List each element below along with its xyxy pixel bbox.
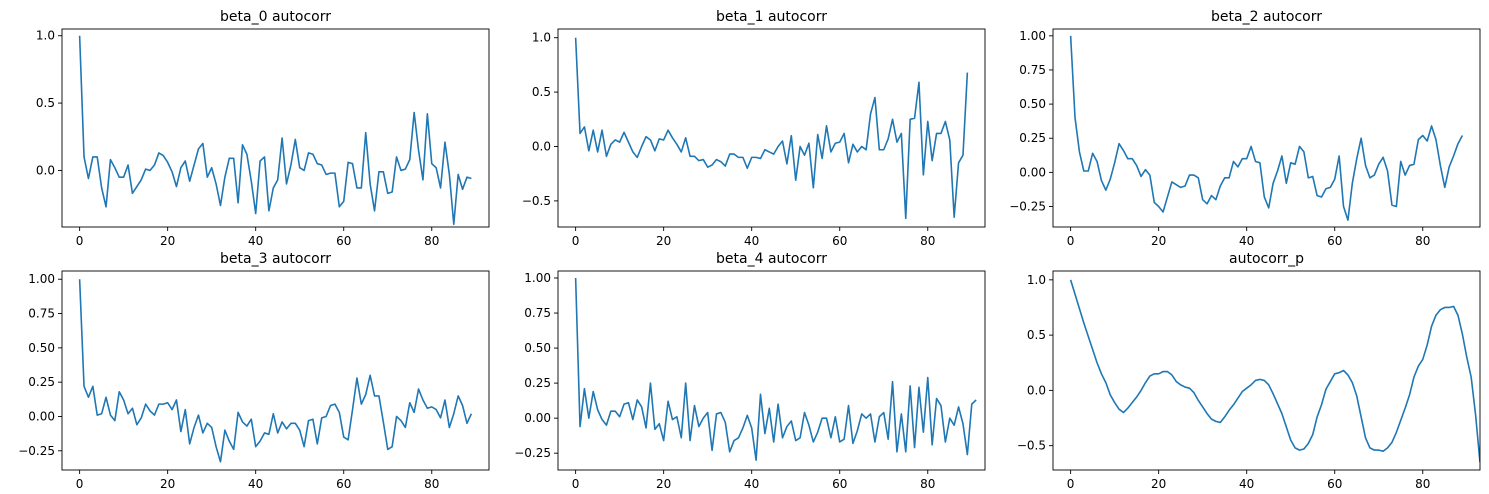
y-tick-label: 0.5 bbox=[36, 96, 55, 110]
x-tick-label: 80 bbox=[424, 234, 439, 248]
x-tick-label: 40 bbox=[1239, 234, 1254, 248]
y-tick-label: 1.0 bbox=[1027, 273, 1046, 287]
x-tick-label: 40 bbox=[248, 234, 263, 248]
x-tick-label: 20 bbox=[160, 234, 175, 248]
axes-frame bbox=[1052, 270, 1481, 471]
y-tick-label: −0.5 bbox=[1017, 439, 1046, 453]
subplot-3: beta_2 autocorr 0 20 40 60 80 −0.25 0.00 0.25 0.5… bbox=[1009, 9, 1481, 248]
subplot-1: beta_0 autocorr 0 20 40 60 80 0.0 0.5 1.0 bbox=[36, 9, 490, 248]
y-tick-label: −0.5 bbox=[522, 194, 551, 208]
y-tick-label: 0.0 bbox=[1027, 383, 1046, 397]
x-tick-label: 20 bbox=[656, 234, 671, 248]
subplot-title: autocorr_p bbox=[1229, 251, 1304, 267]
x-tick-label: 60 bbox=[336, 477, 351, 490]
axes-frame bbox=[1052, 28, 1481, 228]
y-tick-label: 0.75 bbox=[1019, 63, 1046, 77]
x-tick-label: 80 bbox=[1415, 477, 1430, 490]
series-line bbox=[574, 277, 977, 461]
x-tick-label: 0 bbox=[572, 234, 580, 248]
x-tick-label: 80 bbox=[920, 477, 935, 490]
x-tick-label: 40 bbox=[1239, 477, 1254, 490]
subplot-title: beta_1 autocorr bbox=[716, 9, 827, 25]
y-tick-label: 0.5 bbox=[532, 85, 551, 99]
y-tick-label: 0.25 bbox=[524, 376, 551, 390]
y-tick-label: 0.0 bbox=[36, 163, 55, 177]
y-tick-label: 0.25 bbox=[1019, 131, 1046, 145]
axes-frame bbox=[557, 28, 986, 228]
series-line bbox=[78, 279, 473, 463]
x-tick-label: 60 bbox=[832, 234, 847, 248]
x-tick-label: 40 bbox=[248, 477, 263, 490]
y-tick-label: 0.00 bbox=[28, 409, 55, 423]
x-tick-label: 80 bbox=[424, 477, 439, 490]
subplot-title: beta_2 autocorr bbox=[1211, 9, 1322, 25]
y-tick-label: 1.00 bbox=[524, 271, 551, 285]
x-tick-label: 60 bbox=[832, 477, 847, 490]
x-tick-label: 60 bbox=[1327, 234, 1342, 248]
y-tick-label: 0.50 bbox=[1019, 97, 1046, 111]
axes-frame bbox=[61, 28, 490, 228]
subplot-2: beta_1 autocorr 0 20 40 60 80 −0.5 0.0 0.5 1.0 bbox=[522, 9, 986, 248]
y-tick-label: −0.25 bbox=[514, 446, 551, 460]
x-tick-label: 40 bbox=[744, 234, 759, 248]
series-line bbox=[574, 37, 969, 220]
subplot-title: beta_0 autocorr bbox=[220, 9, 331, 25]
y-tick-label: 0.00 bbox=[524, 411, 551, 425]
y-tick-label: 0.0 bbox=[532, 139, 551, 153]
x-tick-label: 0 bbox=[76, 234, 84, 248]
y-tick-label: −0.25 bbox=[18, 444, 55, 458]
x-tick-label: 60 bbox=[336, 234, 351, 248]
y-tick-label: 0.25 bbox=[28, 375, 55, 389]
y-tick-label: −0.25 bbox=[1009, 200, 1046, 214]
x-tick-label: 40 bbox=[744, 477, 759, 490]
x-tick-label: 0 bbox=[1067, 477, 1075, 490]
y-tick-label: 1.00 bbox=[28, 272, 55, 286]
y-tick-label: 0.75 bbox=[524, 306, 551, 320]
subplot-4: beta_3 autocorr 0 20 40 60 80 −0.25 0.00 0.25 0.5… bbox=[18, 251, 490, 491]
x-tick-label: 0 bbox=[76, 477, 84, 490]
x-tick-label: 20 bbox=[160, 477, 175, 490]
y-tick-label: 1.0 bbox=[532, 31, 551, 45]
x-tick-label: 20 bbox=[656, 477, 671, 490]
x-tick-label: 0 bbox=[572, 477, 580, 490]
x-tick-label: 20 bbox=[1151, 477, 1166, 490]
series-line bbox=[78, 35, 472, 226]
y-tick-label: 0.00 bbox=[1019, 165, 1046, 179]
series-line bbox=[1069, 35, 1464, 221]
y-tick-label: 0.5 bbox=[1027, 328, 1046, 342]
subplot-title: beta_4 autocorr bbox=[716, 251, 827, 267]
y-tick-label: 0.50 bbox=[28, 341, 55, 355]
x-tick-label: 0 bbox=[1067, 234, 1075, 248]
y-tick-label: 0.75 bbox=[28, 307, 55, 321]
x-tick-label: 80 bbox=[1415, 234, 1430, 248]
axes-frame bbox=[557, 270, 986, 471]
subplot-6: autocorr_p 0 20 40 60 80 −0.5 0.0 0.5 1.0 bbox=[1017, 251, 1481, 491]
y-tick-label: 0.50 bbox=[524, 341, 551, 355]
x-tick-label: 20 bbox=[1151, 234, 1166, 248]
x-tick-label: 80 bbox=[920, 234, 935, 248]
x-tick-label: 60 bbox=[1327, 477, 1342, 490]
series-line bbox=[1069, 279, 1480, 463]
y-tick-label: 1.0 bbox=[36, 29, 55, 43]
y-tick-label: 1.00 bbox=[1019, 29, 1046, 43]
axes-frame bbox=[61, 270, 490, 471]
subplot-title: beta_3 autocorr bbox=[220, 251, 331, 267]
subplot-5: beta_4 autocorr 0 20 40 60 80 −0.25 0.00 0.25 0.5… bbox=[514, 251, 986, 491]
